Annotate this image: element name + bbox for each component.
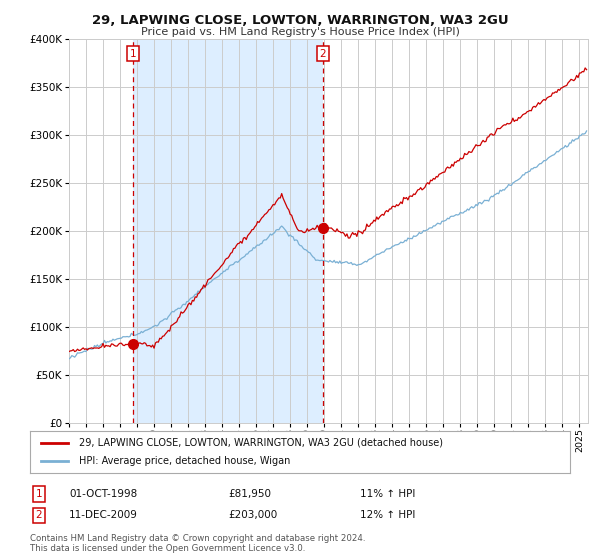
Text: 29, LAPWING CLOSE, LOWTON, WARRINGTON, WA3 2GU (detached house): 29, LAPWING CLOSE, LOWTON, WARRINGTON, W… (79, 438, 443, 448)
Text: 12% ↑ HPI: 12% ↑ HPI (360, 510, 415, 520)
Text: £203,000: £203,000 (228, 510, 277, 520)
Text: 1: 1 (130, 49, 136, 59)
Text: 01-OCT-1998: 01-OCT-1998 (69, 489, 137, 499)
Text: 2: 2 (320, 49, 326, 59)
Text: 11% ↑ HPI: 11% ↑ HPI (360, 489, 415, 499)
Text: 11-DEC-2009: 11-DEC-2009 (69, 510, 138, 520)
Text: 1: 1 (35, 489, 43, 499)
Text: £81,950: £81,950 (228, 489, 271, 499)
Text: HPI: Average price, detached house, Wigan: HPI: Average price, detached house, Wiga… (79, 456, 290, 466)
Bar (133, 39, 323, 423)
Text: 2: 2 (35, 510, 43, 520)
Text: Contains HM Land Registry data © Crown copyright and database right 2024.
This d: Contains HM Land Registry data © Crown c… (30, 534, 365, 553)
Text: 29, LAPWING CLOSE, LOWTON, WARRINGTON, WA3 2GU: 29, LAPWING CLOSE, LOWTON, WARRINGTON, W… (92, 14, 508, 27)
Text: Price paid vs. HM Land Registry's House Price Index (HPI): Price paid vs. HM Land Registry's House … (140, 27, 460, 37)
